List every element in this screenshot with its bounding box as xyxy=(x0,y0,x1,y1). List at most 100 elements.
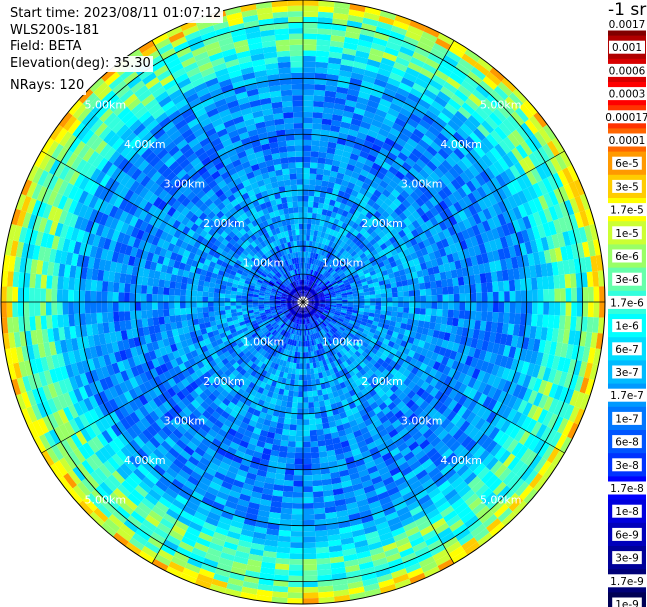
range-gate-cell xyxy=(262,376,269,384)
range-gate-cell xyxy=(84,302,91,314)
range-gate-cell xyxy=(330,471,341,479)
range-gate-cell xyxy=(481,408,492,421)
range-gate-cell xyxy=(334,310,341,315)
range-gate-cell xyxy=(218,401,228,411)
range-gate-cell xyxy=(159,346,168,357)
range-gate-cell xyxy=(176,424,187,435)
range-gate-cell xyxy=(372,277,379,284)
range-gate-cell xyxy=(326,522,339,531)
range-gate-cell xyxy=(288,247,293,254)
range-gate-cell xyxy=(111,341,120,353)
range-gate-cell xyxy=(271,268,277,275)
range-gate-cell xyxy=(284,287,290,293)
range-gate-cell xyxy=(235,223,244,232)
range-gate-cell xyxy=(283,267,288,273)
range-gate-cell xyxy=(347,129,359,138)
range-gate-cell xyxy=(174,308,181,316)
range-gate-cell xyxy=(296,263,300,269)
range-gate-cell xyxy=(178,103,192,115)
range-gate-cell xyxy=(319,274,325,281)
range-gate-cell xyxy=(256,440,266,448)
range-gate-cell xyxy=(228,105,241,115)
range-gate-cell xyxy=(128,192,139,205)
range-gate-cell xyxy=(142,476,156,489)
range-gate-cell xyxy=(277,140,287,148)
range-gate-cell xyxy=(318,445,327,453)
range-gate-cell xyxy=(321,249,326,257)
range-gate-cell xyxy=(235,259,243,266)
range-gate-cell xyxy=(284,123,294,130)
range-gate-cell xyxy=(294,305,299,310)
range-gate-cell xyxy=(493,429,505,444)
range-gate-cell xyxy=(336,509,349,518)
range-gate-cell xyxy=(83,206,94,220)
range-gate-cell xyxy=(203,215,212,225)
range-gate-cell xyxy=(465,152,477,165)
range-gate-cell xyxy=(303,452,312,459)
range-gate-cell xyxy=(140,131,154,144)
range-gate-cell xyxy=(303,436,311,442)
range-gate-cell xyxy=(156,238,166,248)
range-gate-cell xyxy=(157,429,169,441)
range-gate-cell xyxy=(389,466,401,477)
range-gate-cell xyxy=(344,224,352,232)
range-gate-cell xyxy=(262,328,269,334)
range-gate-cell xyxy=(207,331,215,339)
range-gate-cell xyxy=(281,316,287,321)
range-gate-cell xyxy=(230,110,243,120)
range-gate-cell xyxy=(467,246,476,258)
range-gate-cell xyxy=(430,492,445,504)
range-gate-cell xyxy=(502,392,513,407)
range-gate-cell xyxy=(263,279,270,285)
range-gate-cell xyxy=(344,169,354,177)
range-gate-cell xyxy=(441,144,454,156)
range-gate-cell xyxy=(376,152,387,162)
range-gate-cell xyxy=(416,206,426,217)
range-gate-cell xyxy=(236,308,243,313)
range-gate-cell xyxy=(375,73,390,83)
range-gate-cell xyxy=(219,461,231,471)
range-gate-cell xyxy=(465,180,477,193)
range-gate-cell xyxy=(138,335,147,346)
range-gate-cell xyxy=(303,447,311,453)
range-gate-cell xyxy=(204,198,214,208)
range-gate-cell xyxy=(408,307,415,314)
range-gate-cell xyxy=(319,304,326,307)
range-gate-cell xyxy=(381,269,389,277)
range-gate-cell xyxy=(159,271,167,281)
range-gate-cell xyxy=(362,358,370,366)
range-gate-cell xyxy=(458,310,465,319)
range-gate-cell xyxy=(219,293,226,298)
range-gate-cell xyxy=(348,340,356,347)
range-gate-cell xyxy=(257,331,264,338)
range-gate-cell xyxy=(103,238,112,250)
range-gate-cell xyxy=(305,268,309,275)
range-gate-cell xyxy=(351,327,358,333)
range-gate-cell xyxy=(355,256,362,263)
range-gate-cell xyxy=(98,258,107,271)
range-gate-cell xyxy=(280,302,287,305)
range-gate-cell xyxy=(270,216,278,224)
range-gate-cell xyxy=(339,411,348,420)
range-gate-cell xyxy=(328,420,337,428)
range-gate-cell xyxy=(266,130,277,138)
range-gate-cell xyxy=(318,400,326,407)
range-gate-cell xyxy=(214,123,226,133)
range-gate-cell xyxy=(496,187,508,201)
range-gate-cell xyxy=(329,291,336,295)
range-gate-cell xyxy=(497,213,507,226)
range-gate-cell xyxy=(507,195,518,209)
range-gate-cell xyxy=(265,275,272,281)
range-gate-cell xyxy=(493,160,505,175)
range-gate-cell xyxy=(275,252,281,259)
range-gate-cell xyxy=(296,340,299,347)
range-gate-cell xyxy=(286,140,295,147)
range-gate-cell xyxy=(271,312,278,316)
range-gate-cell xyxy=(276,135,287,142)
range-gate-cell xyxy=(303,357,307,364)
range-gate-cell xyxy=(438,393,449,404)
range-gate-cell xyxy=(323,169,331,177)
range-gate-cell xyxy=(330,255,336,262)
range-gate-cell xyxy=(330,431,340,439)
range-gate-cell xyxy=(308,302,315,304)
